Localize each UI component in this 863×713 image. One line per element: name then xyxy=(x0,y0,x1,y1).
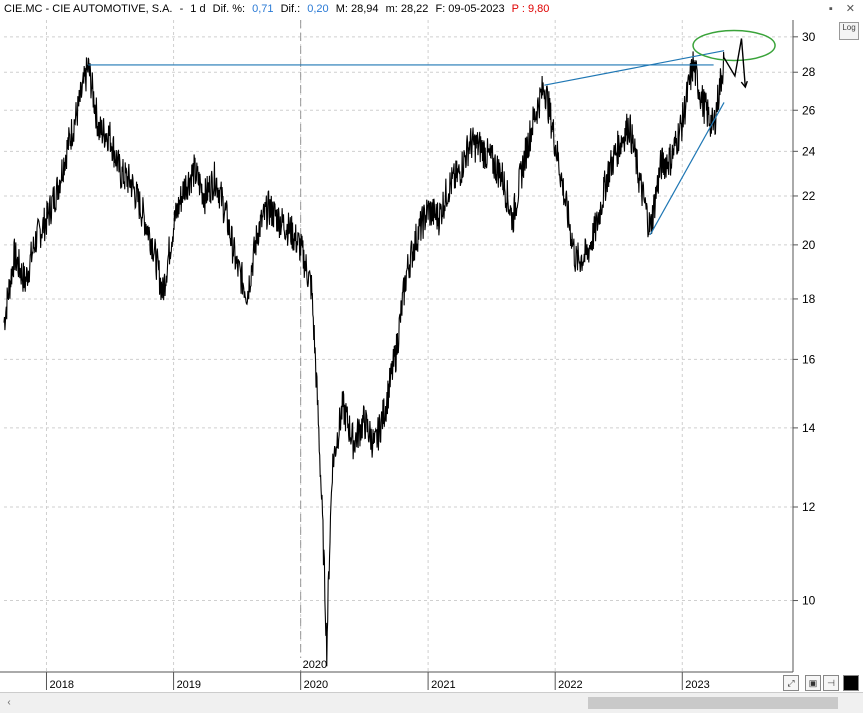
symbol-label: CIE.MC - CIE AUTOMOTIVE, S.A. xyxy=(4,3,173,15)
price-series xyxy=(3,51,725,667)
y-tick-label: 30 xyxy=(802,30,816,44)
x-tick-label: 2019 xyxy=(177,679,201,691)
year-marker-bg xyxy=(299,658,326,670)
chart-header: CIE.MC - CIE AUTOMOTIVE, S.A. - 1 d Dif.… xyxy=(4,3,558,19)
zoom-icon[interactable]: ⤢ xyxy=(783,675,799,691)
date-label: F: 09-05-2023 xyxy=(435,3,505,15)
scroll-left-icon[interactable]: ‹ xyxy=(7,697,11,708)
price-label: P : 9,80 xyxy=(511,3,550,15)
color-icon[interactable] xyxy=(843,675,859,691)
trendline xyxy=(649,102,725,236)
window-controls: ▪ ✕ xyxy=(819,2,855,15)
close-button[interactable]: ✕ xyxy=(845,3,855,15)
price-line xyxy=(3,51,725,667)
min-label: m: 28,22 xyxy=(385,3,429,15)
minimize-button[interactable]: ▪ xyxy=(828,3,833,15)
annotations xyxy=(88,29,776,236)
header-dash: - xyxy=(179,3,184,15)
y-tick-label: 10 xyxy=(802,594,816,608)
trendline xyxy=(544,50,725,86)
x-tick-label: 2023 xyxy=(685,679,709,691)
save-icon[interactable]: ▣ xyxy=(805,675,821,691)
x-tick-label: 2022 xyxy=(558,679,582,691)
y-tick-label: 14 xyxy=(802,421,816,435)
y-tick-label: 22 xyxy=(802,189,816,203)
projection-arrow xyxy=(723,38,746,88)
log-scale-button[interactable]: Log xyxy=(839,22,859,40)
x-tick-label: 2021 xyxy=(431,679,455,691)
y-tick-label: 20 xyxy=(802,238,816,252)
highlight-ellipse xyxy=(692,29,776,62)
dif-pct-value: 0,71 xyxy=(252,3,274,15)
dif-value: 0,20 xyxy=(307,3,329,15)
y-tick-label: 12 xyxy=(802,500,816,514)
max-label: M: 28,94 xyxy=(335,3,379,15)
arrow-head xyxy=(740,80,748,89)
y-tick-label: 26 xyxy=(802,103,816,117)
x-tick-label: 2018 xyxy=(49,679,73,691)
y-tick-label: 16 xyxy=(802,352,816,366)
year-marker-label: 2020 xyxy=(303,659,327,671)
y-tick-label: 18 xyxy=(802,292,816,306)
horizontal-scrollbar[interactable]: ‹ xyxy=(0,692,863,713)
scroll-thumb[interactable] xyxy=(588,697,838,709)
x-tick-label: 2020 xyxy=(304,679,328,691)
y-tick-label: 24 xyxy=(802,144,816,158)
dif-label: Dif.: xyxy=(280,3,301,15)
pin-icon[interactable]: ⊣ xyxy=(823,675,839,691)
dif-pct-label: Dif. %: xyxy=(212,3,246,15)
interval-label: 1 d xyxy=(190,3,206,15)
y-tick-label: 28 xyxy=(802,65,816,79)
